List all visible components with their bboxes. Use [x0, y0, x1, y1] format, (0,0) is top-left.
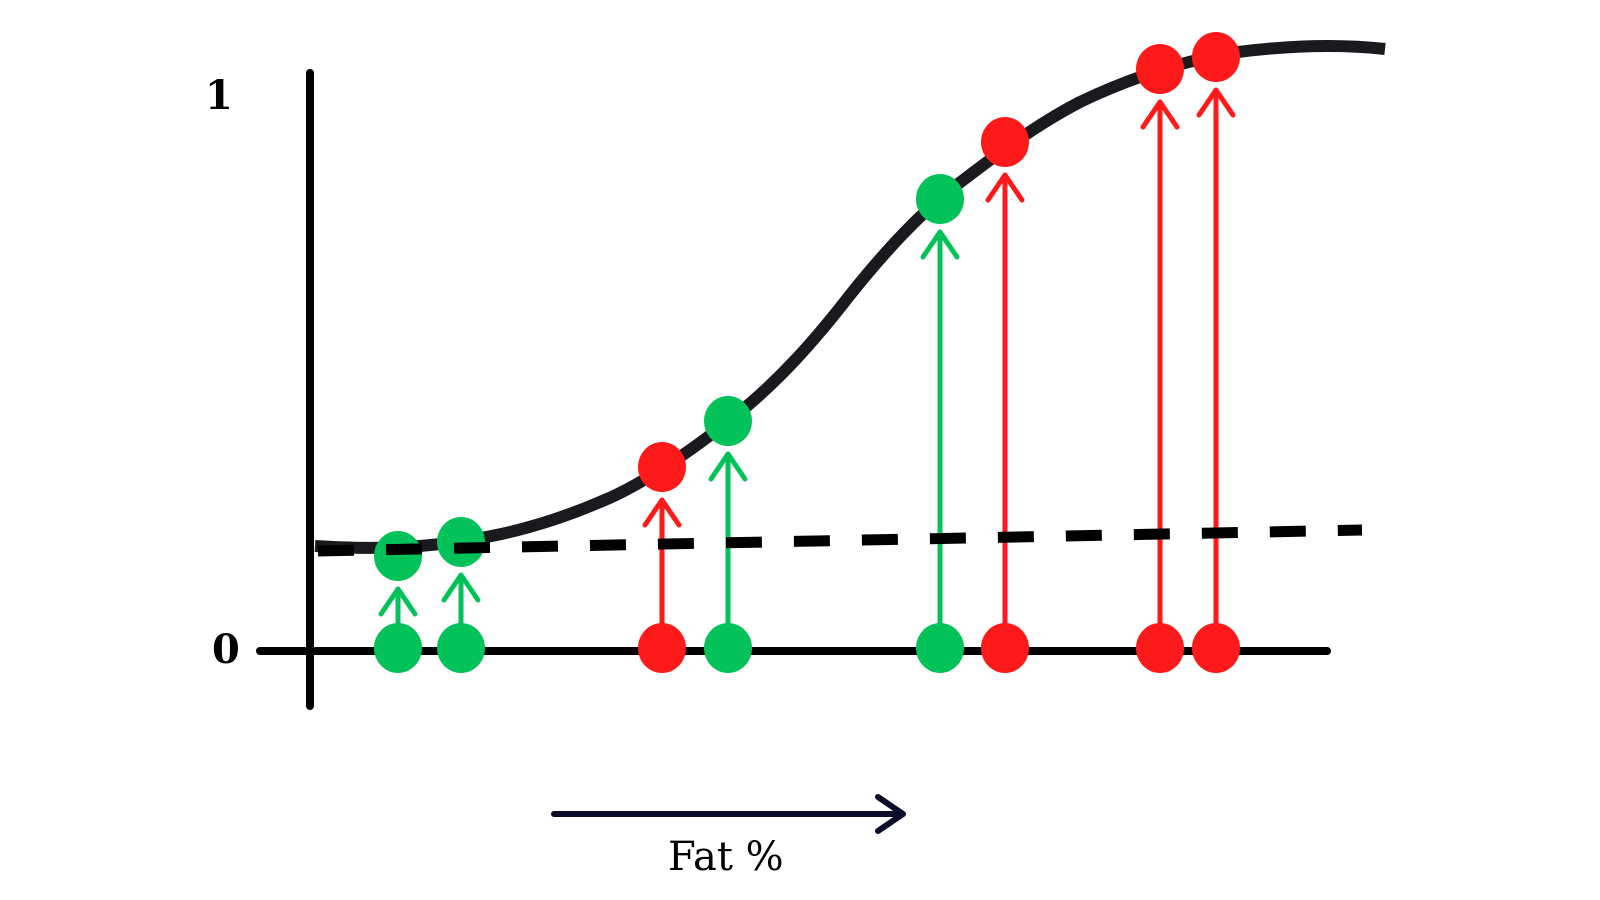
data-point-on-curve [437, 517, 485, 567]
data-point-on-curve [1192, 32, 1240, 82]
data-point-bottom [638, 623, 686, 673]
projection-arrow-head [920, 229, 960, 260]
projection-arrow-head [708, 451, 748, 482]
sigmoid-curve [314, 39, 1386, 554]
data-point-bottom [981, 623, 1029, 673]
y-axis-label-zero: 0 [212, 626, 240, 673]
projection-arrow-head [1196, 87, 1236, 118]
data-point-on-curve [1136, 44, 1184, 94]
data-point-bottom [437, 623, 485, 673]
projection-arrow-head [441, 572, 481, 603]
data-point-bottom [916, 623, 964, 673]
data-point-bottom [374, 623, 422, 673]
y-axis-label-one: 1 [205, 72, 233, 119]
data-point-on-curve [638, 442, 686, 492]
data-point-on-curve [916, 174, 964, 224]
data-point-bottom [1192, 623, 1240, 673]
projection-arrow-head [1140, 99, 1180, 130]
data-point-bottom [1136, 623, 1184, 673]
projection-arrow-head [642, 497, 682, 528]
data-points [317, 32, 1363, 673]
projection-arrow-head [378, 586, 418, 617]
data-point-on-curve [981, 117, 1029, 167]
data-point-on-curve [374, 531, 422, 581]
data-point-bottom [704, 623, 752, 673]
x-direction-arrow [551, 794, 906, 834]
projection-arrow-head [985, 172, 1025, 203]
data-point-on-curve [704, 396, 752, 446]
x-axis-label: Fat % [668, 834, 784, 880]
